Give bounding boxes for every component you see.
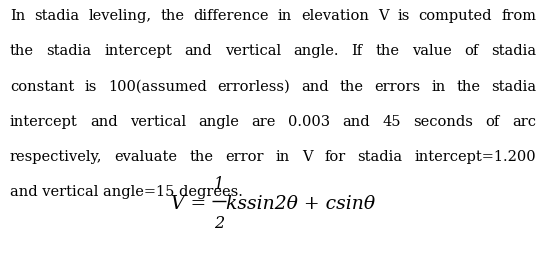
Text: intercept=1.200: intercept=1.200 bbox=[414, 150, 536, 164]
Text: stadia: stadia bbox=[358, 150, 402, 164]
Text: from: from bbox=[501, 9, 536, 23]
Text: the: the bbox=[340, 80, 364, 94]
Text: If: If bbox=[352, 44, 363, 58]
Text: seconds: seconds bbox=[413, 115, 473, 129]
Text: V =: V = bbox=[171, 195, 212, 212]
Text: is: is bbox=[397, 9, 410, 23]
Text: stadia: stadia bbox=[46, 44, 92, 58]
Text: the: the bbox=[375, 44, 399, 58]
Text: intercept: intercept bbox=[10, 115, 78, 129]
Text: value: value bbox=[412, 44, 452, 58]
Text: is: is bbox=[85, 80, 97, 94]
Text: angle: angle bbox=[198, 115, 239, 129]
Text: error: error bbox=[225, 150, 264, 164]
Text: in: in bbox=[276, 150, 290, 164]
Text: 100(assumed: 100(assumed bbox=[108, 80, 207, 94]
Text: in: in bbox=[431, 80, 446, 94]
Text: stadia: stadia bbox=[491, 44, 536, 58]
Text: the: the bbox=[189, 150, 213, 164]
Text: the: the bbox=[160, 9, 184, 23]
Text: kssin2θ + csinθ: kssin2θ + csinθ bbox=[225, 195, 375, 212]
Text: 2: 2 bbox=[214, 215, 224, 232]
Text: of: of bbox=[485, 115, 500, 129]
Text: respectively,: respectively, bbox=[10, 150, 102, 164]
Text: and: and bbox=[343, 115, 370, 129]
Text: and: and bbox=[90, 115, 117, 129]
Text: V: V bbox=[302, 150, 312, 164]
Text: vertical: vertical bbox=[130, 115, 186, 129]
Text: are: are bbox=[252, 115, 276, 129]
Text: constant: constant bbox=[10, 80, 74, 94]
Text: in: in bbox=[278, 9, 292, 23]
Text: and vertical angle=15 degrees.: and vertical angle=15 degrees. bbox=[10, 185, 243, 199]
Text: for: for bbox=[324, 150, 346, 164]
Text: errorless): errorless) bbox=[217, 80, 290, 94]
Text: 0.003: 0.003 bbox=[288, 115, 330, 129]
Text: In: In bbox=[10, 9, 25, 23]
Text: computed: computed bbox=[419, 9, 492, 23]
Text: 45: 45 bbox=[383, 115, 401, 129]
Text: stadia: stadia bbox=[34, 9, 79, 23]
Text: evaluate: evaluate bbox=[114, 150, 177, 164]
Text: intercept: intercept bbox=[104, 44, 172, 58]
Text: vertical: vertical bbox=[225, 44, 281, 58]
Text: 1: 1 bbox=[214, 175, 224, 193]
Text: errors: errors bbox=[375, 80, 420, 94]
Text: angle.: angle. bbox=[293, 44, 339, 58]
Text: V: V bbox=[378, 9, 388, 23]
Text: leveling,: leveling, bbox=[88, 9, 151, 23]
Text: the: the bbox=[456, 80, 480, 94]
Text: and: and bbox=[301, 80, 329, 94]
Text: elevation: elevation bbox=[301, 9, 369, 23]
Text: the: the bbox=[10, 44, 34, 58]
Text: and: and bbox=[185, 44, 212, 58]
Text: stadia: stadia bbox=[491, 80, 536, 94]
Text: arc: arc bbox=[512, 115, 536, 129]
Text: of: of bbox=[464, 44, 478, 58]
Text: difference: difference bbox=[193, 9, 269, 23]
